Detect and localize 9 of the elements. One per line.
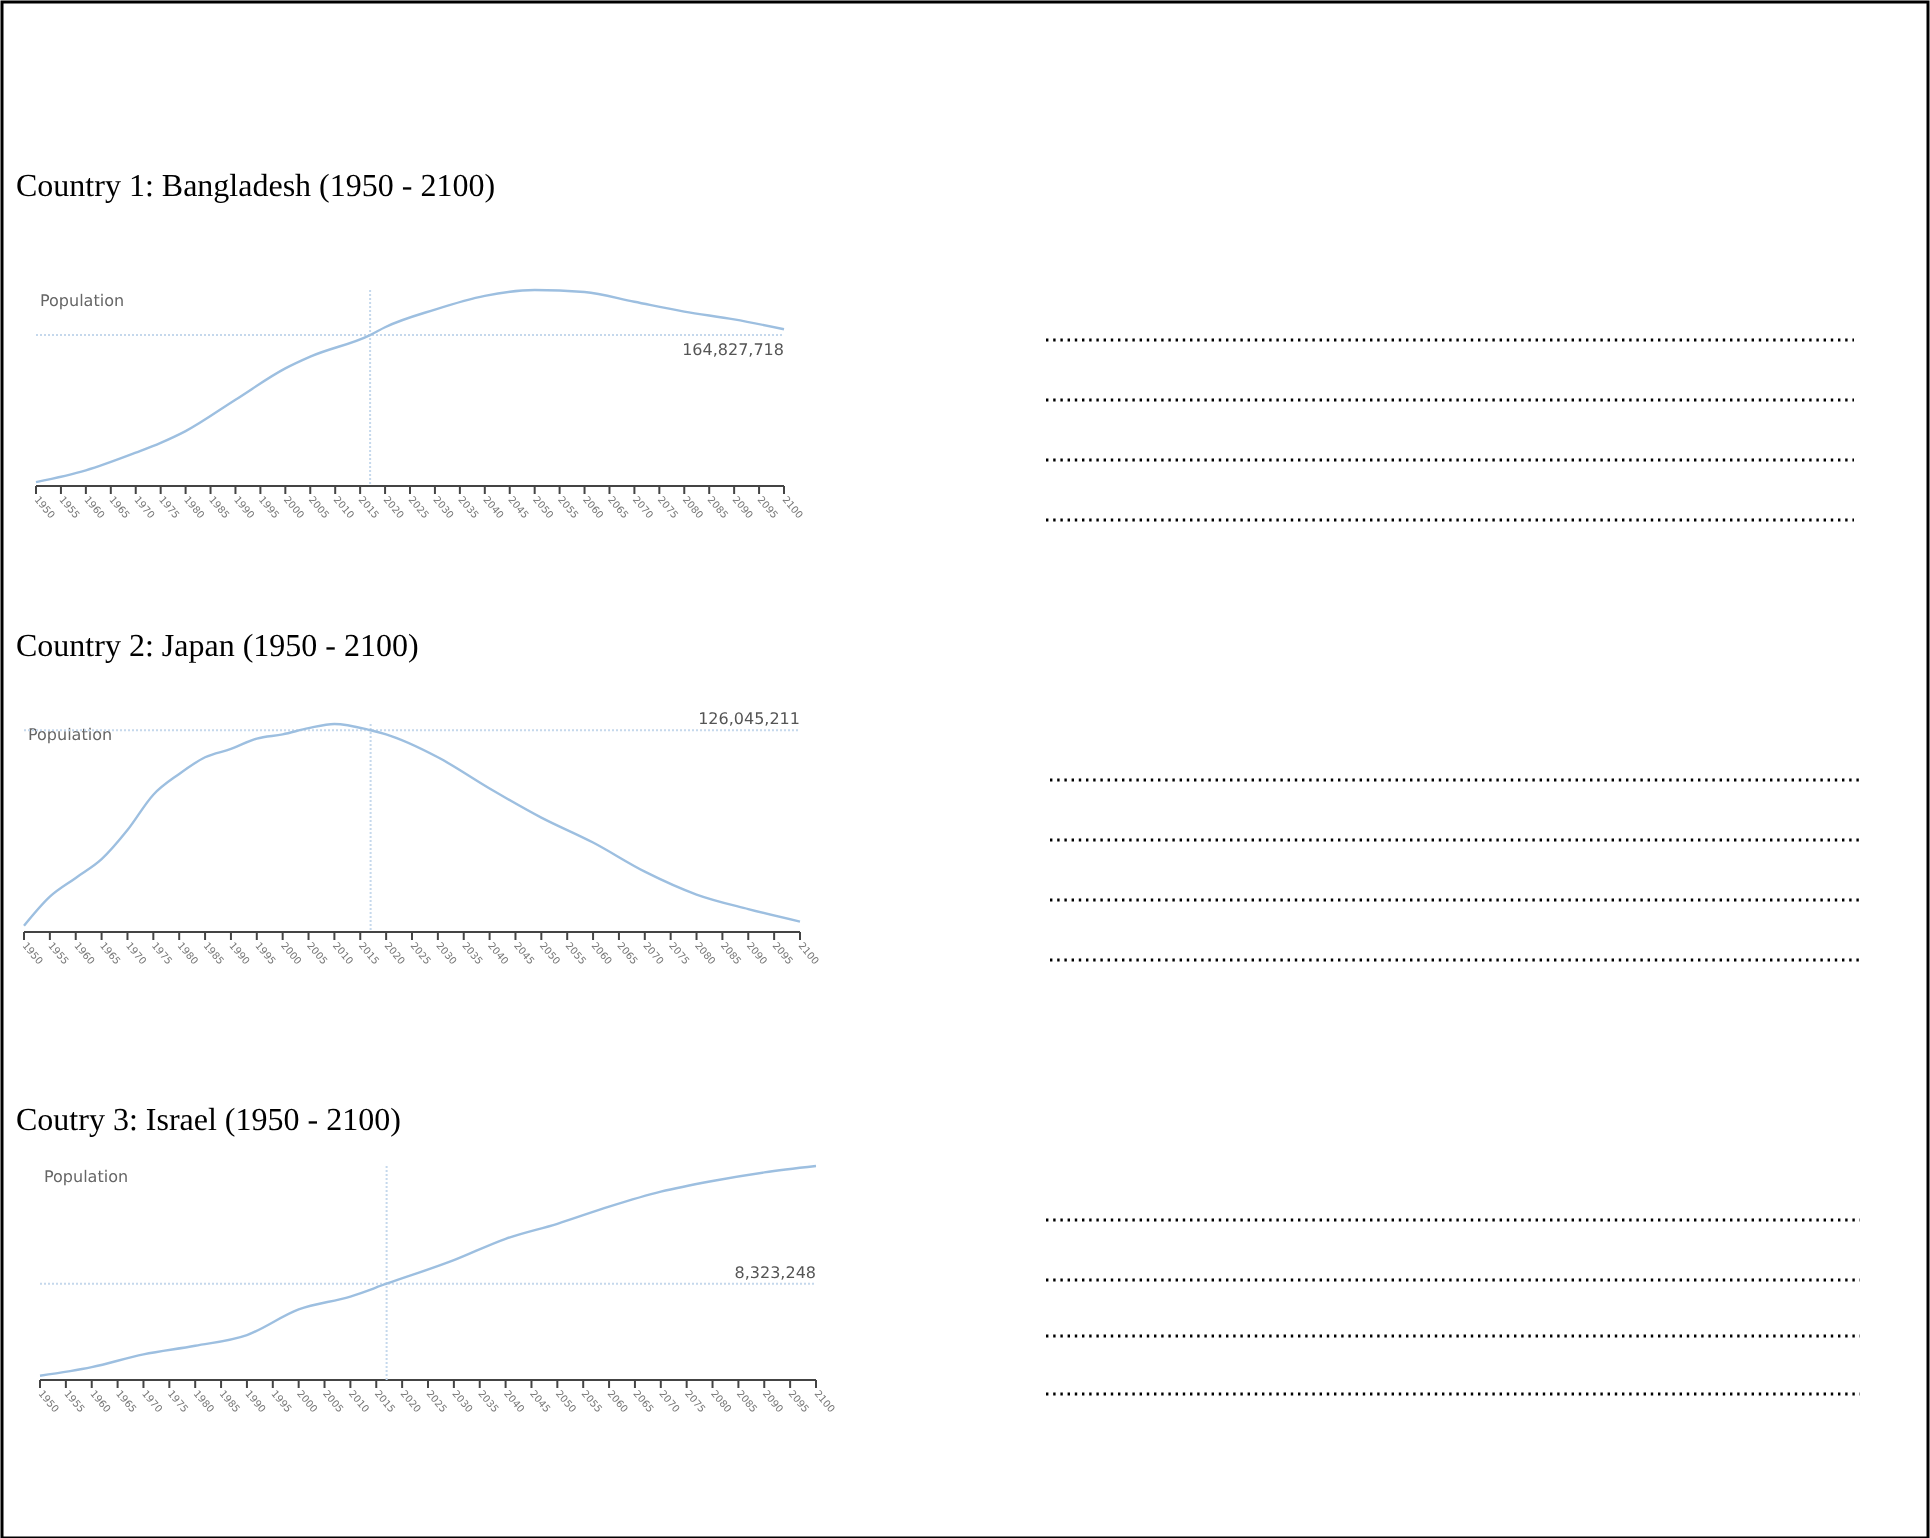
annotation: 126,045,211	[698, 710, 800, 729]
chart-title: Country 2: Japan (1950 - 2100)	[16, 630, 419, 664]
y-axis-title: Population	[40, 292, 125, 310]
chart-title: Country 1: Bangladesh (1950 - 2100)	[16, 170, 496, 204]
annotation: 8,323,248	[734, 1263, 816, 1282]
y-axis-title: Population	[44, 1168, 129, 1186]
y-axis-title: Population	[28, 726, 113, 744]
annotation: 164,827,718	[682, 341, 784, 360]
chart-title: Coutry 3: Israel (1950 - 2100)	[16, 1104, 401, 1138]
